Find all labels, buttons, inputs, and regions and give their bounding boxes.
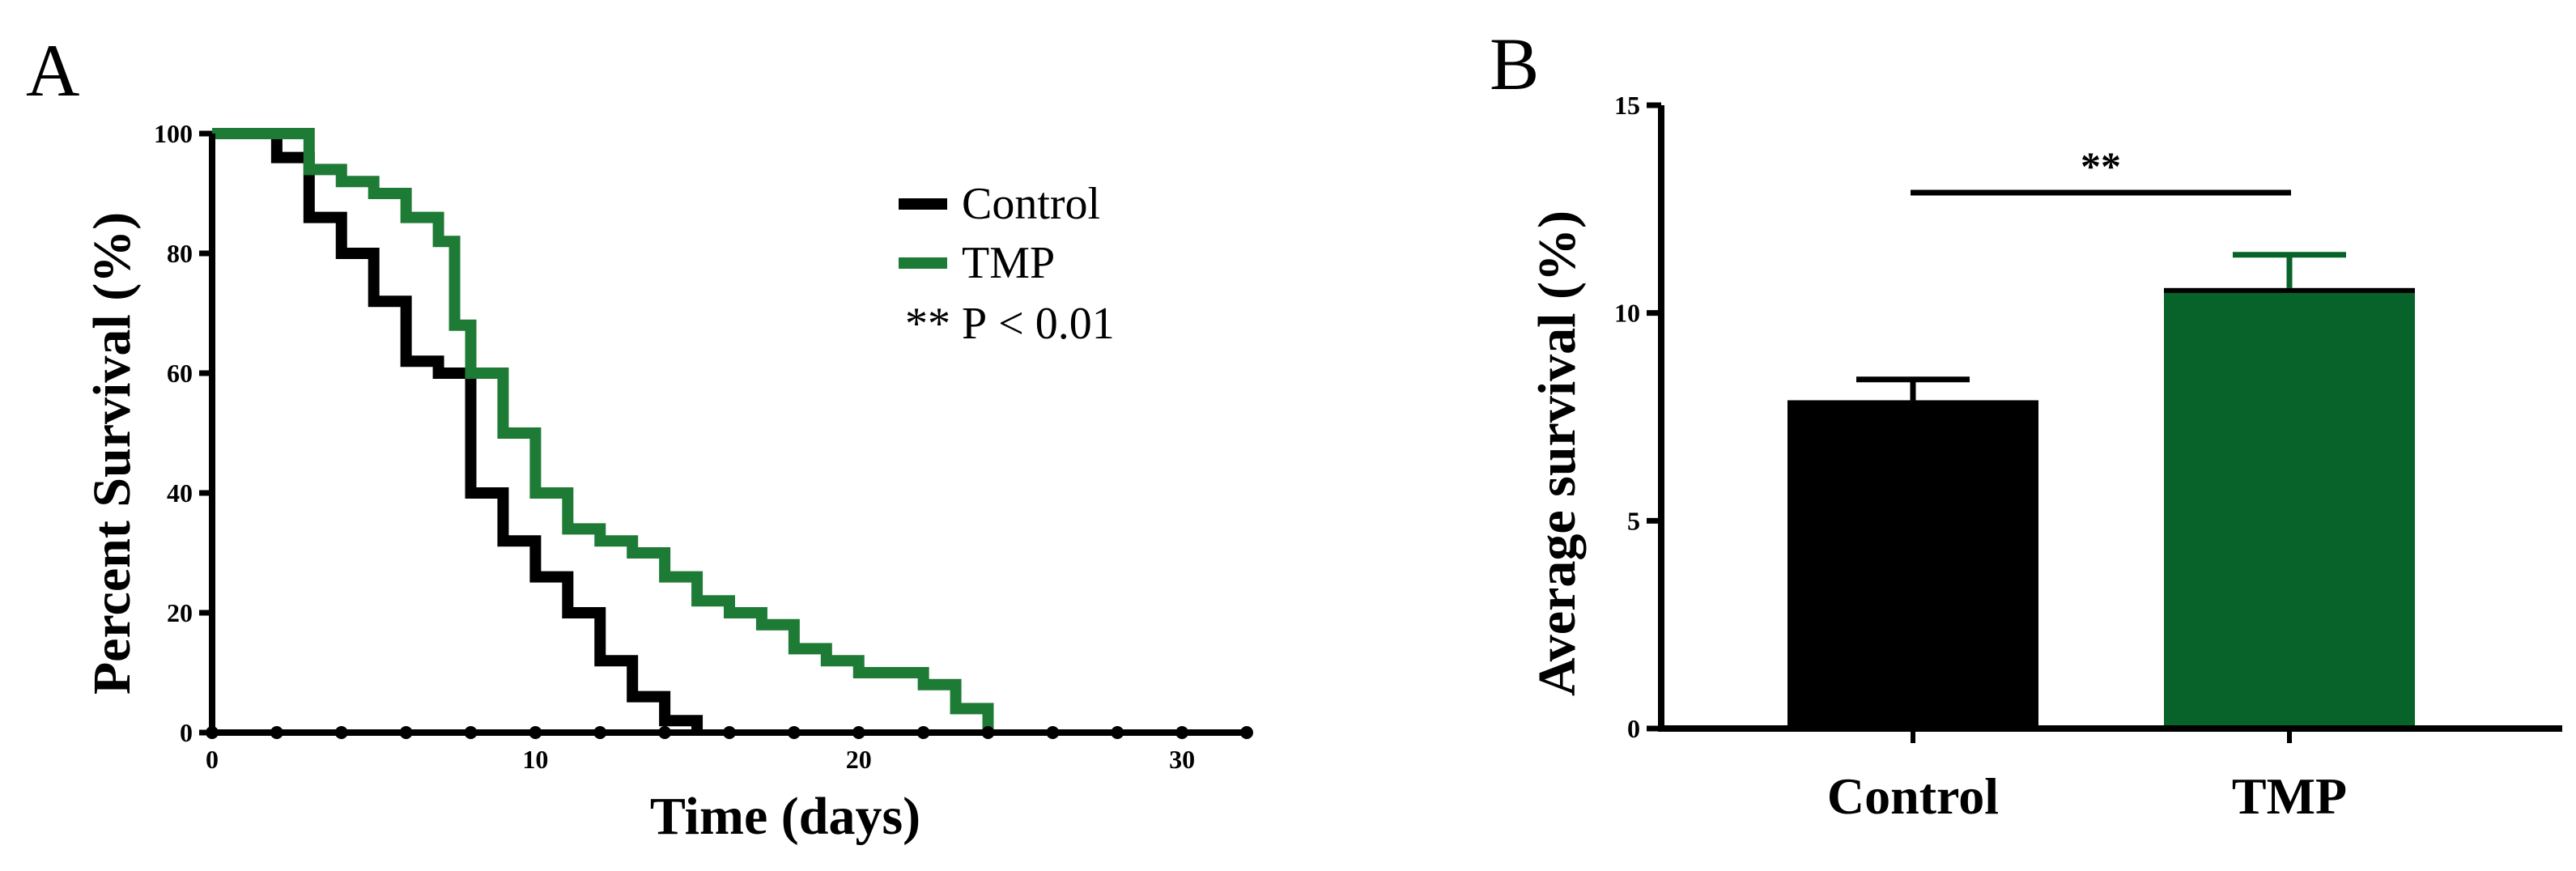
y-tick-label: 100 [154, 119, 193, 148]
significance-stars: ** [2081, 143, 2121, 189]
x-tick-mark [206, 726, 219, 739]
x-tick-mark [1175, 726, 1189, 739]
p-value-annotation: P < 0.01 [962, 299, 1115, 349]
bar-tmp [2164, 287, 2415, 729]
category-label-tmp: TMP [2232, 767, 2347, 825]
x-tick-mark [593, 726, 607, 739]
x-tick-mark [1240, 726, 1253, 739]
x-tick-label: 20 [846, 745, 872, 774]
y-tick-label-b: 5 [1627, 506, 1640, 535]
y-tick-label: 80 [167, 239, 193, 268]
category-label-control: Control [1827, 767, 1999, 825]
significance-stars-annotation: ** [905, 299, 950, 349]
legend: Control TMP ** P < 0.01 [899, 179, 1115, 349]
y-tick-label: 0 [180, 718, 193, 747]
legend-label-control: Control [962, 179, 1100, 229]
x-axis-label: Time (days) [650, 787, 920, 846]
x-tick-mark [399, 726, 413, 739]
x-tick-mark [787, 726, 801, 739]
x-tick-mark [852, 726, 865, 739]
panel-letter-a: A [26, 29, 79, 112]
series-line-tmp [212, 128, 994, 733]
y-tick-label: 40 [167, 478, 193, 508]
y-tick-label-b: 0 [1627, 714, 1640, 743]
legend-label-tmp: TMP [962, 238, 1055, 288]
x-tick-mark [981, 726, 995, 739]
y-tick-label-b: 10 [1614, 299, 1640, 328]
panel-a-survival-curve: A 0 20 40 60 80 100 0 10 20 30 Percent Survival (… [26, 29, 1253, 846]
x-tick-mark [1046, 726, 1060, 739]
y-axis-label-b: Average survival (%) [1528, 210, 1587, 696]
bar-control [1787, 400, 2038, 729]
x-tick-mark [270, 726, 283, 739]
panel-letter-b: B [1490, 23, 1539, 105]
x-tick-label: 30 [1169, 745, 1195, 774]
panel-b-bar-chart: B Control TMP 0 5 10 15 Average survival (%)… [1490, 23, 2562, 825]
x-tick-mark [723, 726, 736, 739]
x-tick-mark [658, 726, 672, 739]
x-tick-mark [529, 726, 542, 739]
x-tick-mark [464, 726, 478, 739]
y-tick-label: 60 [167, 359, 193, 388]
y-tick-label: 20 [167, 598, 193, 627]
x-tick-mark [1111, 726, 1124, 739]
x-tick-label: 0 [206, 745, 219, 774]
y-axis-label: Percent Survival (%) [83, 212, 142, 695]
series-line-control [212, 128, 704, 733]
y-tick-label-b: 15 [1614, 91, 1640, 120]
x-tick-mark [916, 726, 930, 739]
x-tick-mark [334, 726, 348, 739]
x-tick-label: 10 [522, 745, 548, 774]
